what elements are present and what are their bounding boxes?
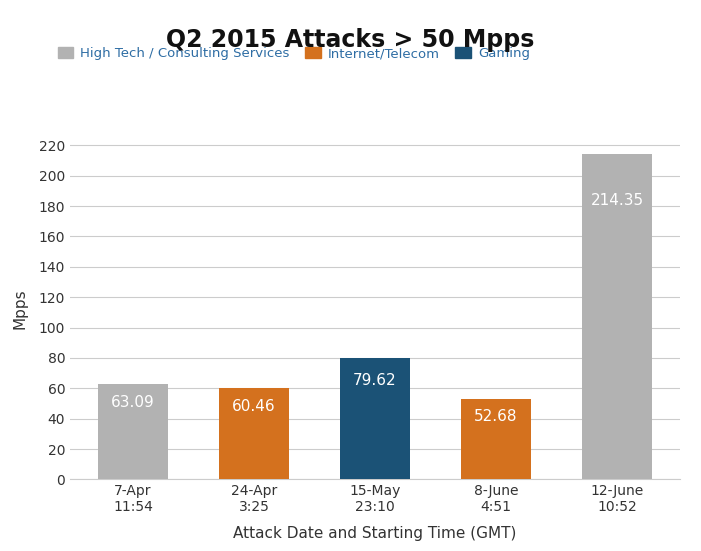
Text: 63.09: 63.09 [111,395,155,410]
Y-axis label: Mpps: Mpps [13,288,27,329]
Text: 214.35: 214.35 [590,193,644,208]
Text: 79.62: 79.62 [353,373,397,388]
Legend: High Tech / Consulting Services, Internet/Telecom, Gaming: High Tech / Consulting Services, Interne… [53,42,535,66]
Bar [219,387,289,479]
Text: Q2 2015 Attacks > 50 Mpps: Q2 2015 Attacks > 50 Mpps [166,28,535,52]
Bar [98,383,168,479]
Bar [461,399,531,479]
Text: 52.68: 52.68 [475,409,518,424]
Bar [582,154,652,479]
Text: 60.46: 60.46 [232,398,275,414]
Bar [340,359,410,479]
X-axis label: Attack Date and Starting Time (GMT): Attack Date and Starting Time (GMT) [233,526,517,541]
